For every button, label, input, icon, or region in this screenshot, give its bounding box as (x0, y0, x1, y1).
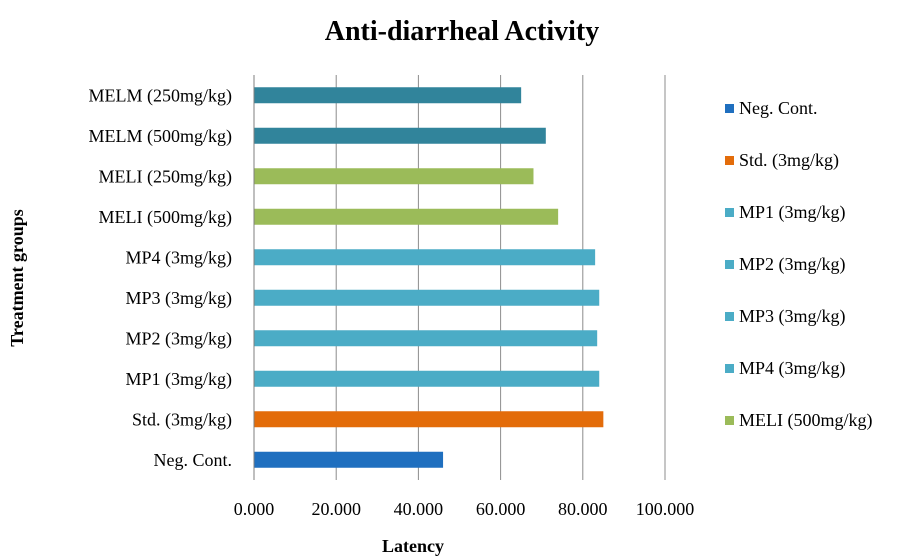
bar (254, 168, 534, 185)
x-tick-labels: 0.000 20.000 40.000 60.000 80.000 100.000 (234, 499, 695, 519)
category-label: MP3 (3mg/kg) (125, 288, 232, 309)
category-label: MP1 (3mg/kg) (125, 369, 232, 390)
category-label: Neg. Cont. (154, 450, 233, 470)
legend-swatch (725, 259, 734, 269)
bar (254, 87, 522, 104)
bar (254, 370, 600, 387)
bar (254, 451, 444, 468)
legend-swatch (725, 103, 734, 113)
x-tick-label: 100.000 (636, 499, 695, 519)
bars (254, 87, 604, 468)
legend: Neg. Cont. Std. (3mg/kg) MP1 (3mg/kg) MP2 (… (725, 82, 872, 446)
bar (254, 249, 596, 266)
legend-label: Std. (3mg/kg) (739, 149, 840, 170)
legend-item: Std. (3mg/kg) (725, 134, 872, 186)
legend-swatch (725, 155, 734, 165)
bar (254, 289, 600, 306)
chart-title: Anti-diarrheal Activity (325, 16, 600, 47)
category-label: MP2 (3mg/kg) (125, 328, 232, 349)
category-label: Std. (3mg/kg) (132, 409, 232, 430)
category-label: MP4 (3mg/kg) (125, 247, 232, 268)
category-labels: Neg. Cont. Std. (3mg/kg) MP1 (3mg/kg) MP2 (… (89, 85, 233, 470)
category-label: MELM (500mg/kg) (89, 126, 233, 147)
legend-item: MELI (500mg/kg) (725, 394, 872, 446)
category-label: MELM (250mg/kg) (89, 85, 233, 106)
legend-label: Neg. Cont. (739, 97, 818, 118)
legend-label: MP2 (3mg/kg) (739, 253, 846, 274)
bar (254, 127, 546, 144)
bar (254, 208, 559, 225)
legend-swatch (725, 311, 734, 321)
legend-item: MP1 (3mg/kg) (725, 186, 872, 238)
x-tick-label: 80.000 (558, 499, 608, 519)
x-tick-label: 60.000 (476, 499, 526, 519)
legend-label: MP3 (3mg/kg) (739, 305, 846, 326)
legend-item: MP4 (3mg/kg) (725, 342, 872, 394)
legend-label: MP4 (3mg/kg) (739, 357, 846, 378)
x-tick-label: 40.000 (394, 499, 444, 519)
legend-swatch (725, 363, 734, 373)
legend-item: MP2 (3mg/kg) (725, 238, 872, 290)
category-label: MELI (250mg/kg) (99, 166, 232, 187)
y-axis-title: Treatment groups (7, 209, 27, 347)
legend-item: Neg. Cont. (725, 82, 872, 134)
category-label: MELI (500mg/kg) (99, 207, 232, 228)
legend-swatch (725, 415, 734, 425)
bar (254, 330, 598, 347)
x-axis-title: Latency (382, 536, 444, 556)
legend-label: MELI (500mg/kg) (739, 409, 873, 430)
bar (254, 411, 604, 428)
legend-item: MP3 (3mg/kg) (725, 290, 872, 342)
legend-swatch (725, 207, 734, 217)
x-tick-label: 0.000 (234, 499, 275, 519)
x-tick-label: 20.000 (311, 499, 361, 519)
legend-label: MP1 (3mg/kg) (739, 201, 846, 222)
